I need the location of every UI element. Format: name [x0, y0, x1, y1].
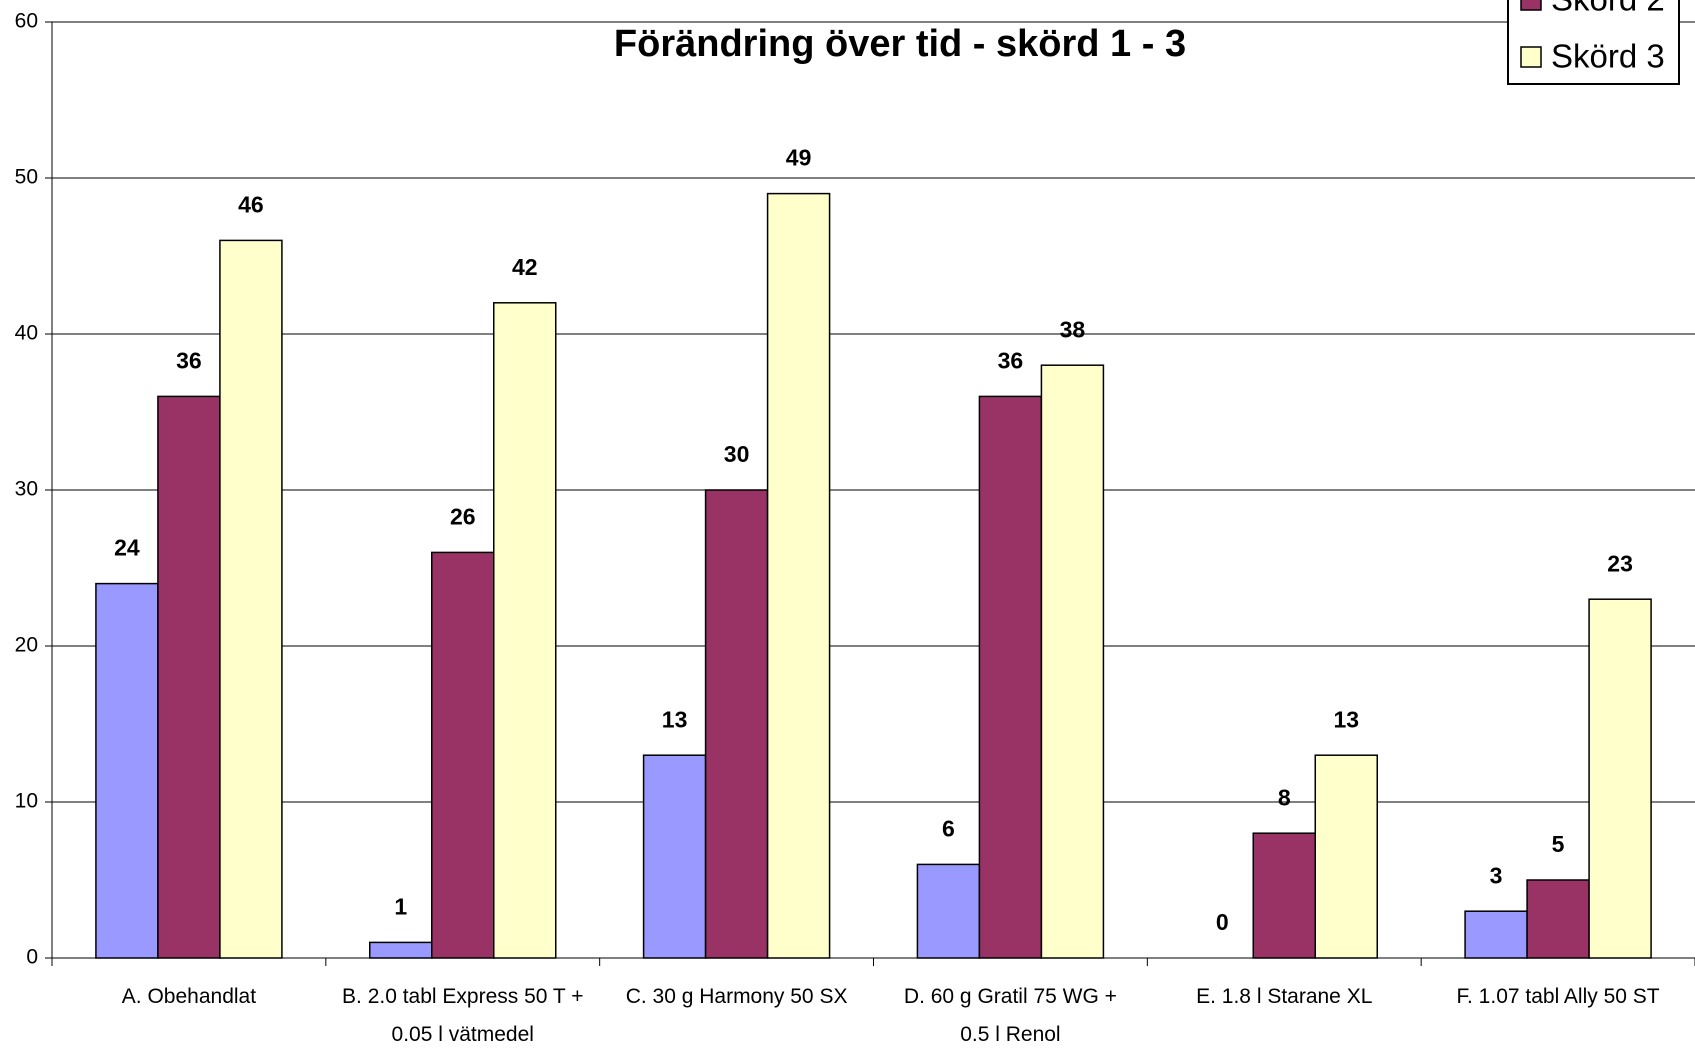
- value-label: 1: [394, 893, 407, 919]
- x-tick-label-line: E. 1.8 l Starane XL: [1196, 985, 1372, 1008]
- x-tick-label: B. 2.0 tabl Express 50 T + 0.05 l vätmede…: [342, 985, 583, 1046]
- y-tick-label: 10: [15, 790, 38, 813]
- x-tick-label: F. 1.07 tabl Ally 50 ST: [1457, 985, 1660, 1008]
- x-tick-label-line: 0.5 l Renol: [960, 1023, 1060, 1046]
- bar: [978, 395, 1043, 959]
- x-tick-label-line: 0.05 l vätmedel: [392, 1023, 534, 1046]
- x-tick-label: C. 30 g Harmony 50 SX: [626, 985, 848, 1008]
- bar: [157, 395, 221, 959]
- bar: [1588, 598, 1652, 959]
- value-label: 36: [998, 347, 1024, 373]
- y-tick-label: 30: [15, 478, 38, 501]
- bar: [766, 192, 831, 959]
- chart-title: Förändring över tid - skörd 1 - 3: [614, 23, 1186, 65]
- x-tick-label: A. Obehandlat: [122, 985, 256, 1008]
- value-label: 23: [1607, 550, 1633, 576]
- y-tick-label: 0: [26, 946, 38, 969]
- value-label: 6: [942, 815, 955, 841]
- value-label: 36: [176, 347, 202, 373]
- legend-box: [1507, 0, 1680, 85]
- bar: [1314, 754, 1378, 959]
- value-label: 38: [1060, 316, 1086, 342]
- y-tick-label: 60: [15, 10, 38, 33]
- bar: [493, 302, 557, 959]
- bar: [1526, 879, 1590, 959]
- legend-swatch: [1520, 46, 1542, 68]
- bar: [1252, 832, 1316, 959]
- x-tick-label-line: B. 2.0 tabl Express 50 T +: [342, 985, 583, 1008]
- value-label: 3: [1490, 862, 1503, 888]
- value-label: 13: [1333, 706, 1359, 732]
- x-tick-label-line: F. 1.07 tabl Ally 50 ST: [1457, 985, 1660, 1008]
- value-label: 49: [786, 145, 812, 171]
- value-label: 8: [1278, 784, 1291, 810]
- x-tick-label-line: C. 30 g Harmony 50 SX: [626, 985, 848, 1008]
- value-label: 30: [724, 441, 750, 467]
- bar: [1040, 364, 1105, 959]
- legend-label: Skörd 3: [1551, 38, 1665, 75]
- y-tick-label: 50: [15, 166, 38, 189]
- value-label: 46: [238, 191, 264, 217]
- x-tick-label-line: D. 60 g Gratil 75 WG +: [904, 985, 1117, 1008]
- bar: [916, 863, 981, 959]
- value-label: 24: [114, 535, 140, 561]
- y-tick-label: 20: [15, 634, 38, 657]
- x-tick-label: E. 1.8 l Starane XL: [1196, 985, 1372, 1008]
- bar: [219, 239, 283, 959]
- value-label: 5: [1552, 831, 1565, 857]
- y-tick-label: 40: [15, 322, 38, 345]
- value-label: 26: [450, 503, 476, 529]
- bar: [642, 754, 707, 959]
- bar: [95, 582, 159, 959]
- bar: [431, 551, 495, 959]
- x-tick-label: D. 60 g Gratil 75 WG + 0.5 l Renol: [904, 985, 1117, 1046]
- x-tick-label-line: A. Obehandlat: [122, 985, 256, 1008]
- legend-swatch: [1520, 0, 1542, 11]
- bar: [704, 489, 769, 959]
- value-label: 42: [512, 254, 538, 280]
- bar: [369, 941, 433, 959]
- value-label: 13: [662, 706, 688, 732]
- legend-label: Skörd 2: [1551, 0, 1665, 18]
- value-label: 0: [1216, 909, 1229, 935]
- bar: [1464, 910, 1528, 959]
